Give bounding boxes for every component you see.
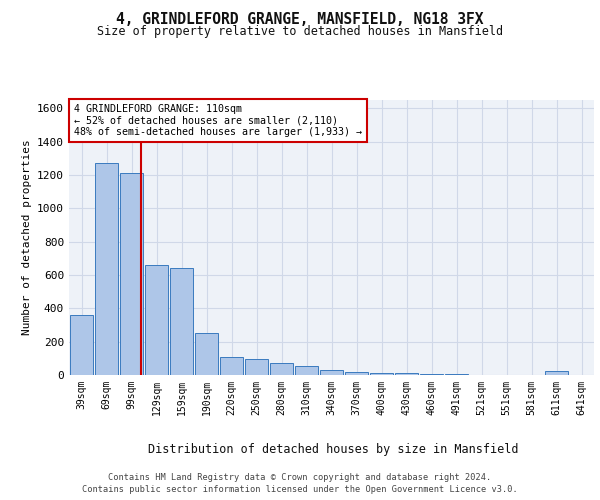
Bar	[295, 366, 318, 375]
Bar	[395, 373, 418, 375]
Bar	[95, 164, 118, 375]
Text: Distribution of detached houses by size in Mansfield: Distribution of detached houses by size …	[148, 442, 518, 456]
Bar	[345, 372, 368, 375]
Bar	[170, 268, 193, 375]
Text: Contains HM Land Registry data © Crown copyright and database right 2024.: Contains HM Land Registry data © Crown c…	[109, 472, 491, 482]
Text: 4, GRINDLEFORD GRANGE, MANSFIELD, NG18 3FX: 4, GRINDLEFORD GRANGE, MANSFIELD, NG18 3…	[116, 12, 484, 28]
Bar	[220, 356, 243, 375]
Bar	[245, 359, 268, 375]
Bar	[420, 374, 443, 375]
Bar	[195, 334, 218, 375]
Bar	[370, 372, 393, 375]
Text: Contains public sector information licensed under the Open Government Licence v3: Contains public sector information licen…	[82, 485, 518, 494]
Bar	[70, 315, 93, 375]
Y-axis label: Number of detached properties: Number of detached properties	[22, 140, 32, 336]
Bar	[270, 364, 293, 375]
Bar	[145, 265, 168, 375]
Bar	[445, 374, 468, 375]
Bar	[120, 174, 143, 375]
Text: 4 GRINDLEFORD GRANGE: 110sqm
← 52% of detached houses are smaller (2,110)
48% of: 4 GRINDLEFORD GRANGE: 110sqm ← 52% of de…	[74, 104, 362, 138]
Text: Size of property relative to detached houses in Mansfield: Size of property relative to detached ho…	[97, 25, 503, 38]
Bar	[545, 371, 568, 375]
Bar	[320, 370, 343, 375]
